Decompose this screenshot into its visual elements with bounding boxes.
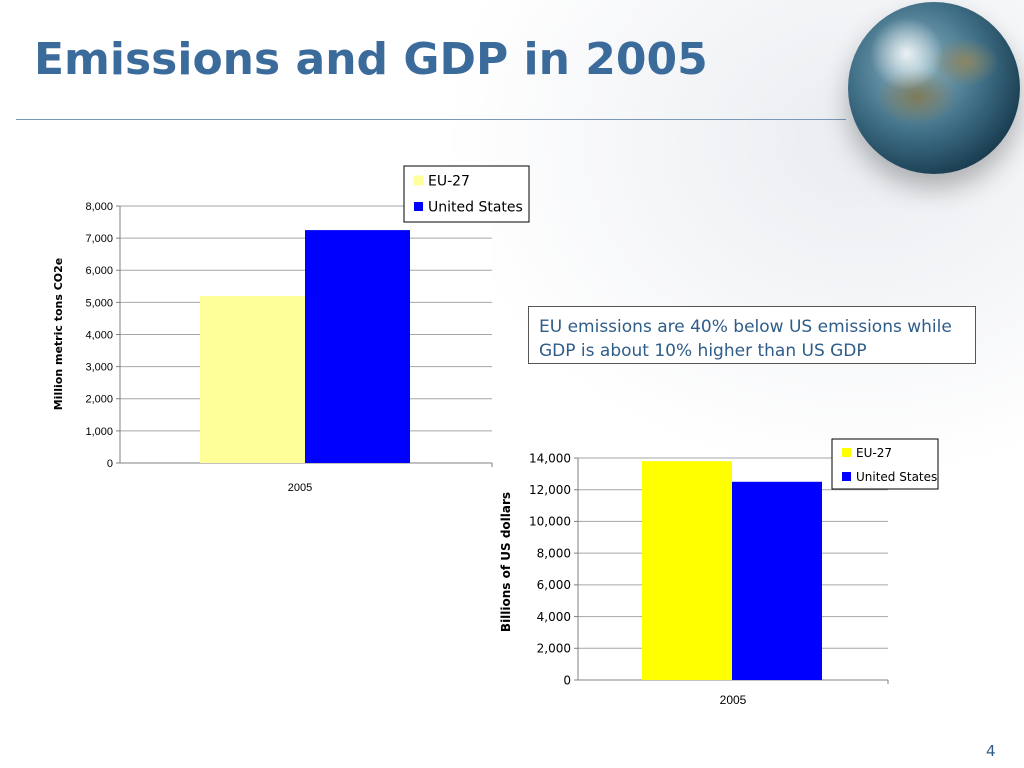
- gdp-y-axis-title: Billions of US dollars: [499, 492, 513, 632]
- gdp-y-tick-label: 4,000: [537, 610, 571, 624]
- gdp-legend-label: EU-27: [856, 446, 892, 460]
- gdp-x-category-label: 2005: [720, 693, 747, 707]
- gdp-y-tick-label: 14,000: [529, 451, 571, 465]
- gdp-y-tick-label: 10,000: [529, 515, 571, 529]
- emissions-y-tick-label: 7,000: [85, 233, 113, 245]
- emissions-x-category-label: 2005: [288, 482, 312, 494]
- emissions-legend-label: EU-27: [428, 174, 470, 190]
- comparison-note: EU emissions are 40% below US emissions …: [528, 306, 976, 364]
- emissions-y-tick-label: 3,000: [85, 362, 113, 374]
- gdp-y-tick-label: 0: [563, 673, 571, 687]
- gdp-y-tick-label: 6,000: [537, 578, 571, 592]
- emissions-y-tick-label: 1,000: [85, 426, 113, 438]
- globe-image: [848, 2, 1020, 174]
- title-divider: [16, 119, 846, 120]
- gdp-legend-label: United States: [856, 470, 937, 484]
- emissions-y-tick-label: 4,000: [85, 329, 113, 341]
- emissions-bar-eu-27: [200, 295, 305, 463]
- gdp-bar-united-states: [732, 481, 822, 680]
- gdp-bar-eu-27: [642, 461, 732, 680]
- emissions-legend-swatch: [413, 175, 424, 186]
- emissions-y-tick-label: 6,000: [85, 265, 113, 277]
- slide-title: Emissions and GDP in 2005: [34, 34, 708, 85]
- emissions-y-tick-label: 8,000: [85, 201, 113, 213]
- emissions-y-tick-label: 5,000: [85, 297, 113, 309]
- emissions-bar-united-states: [305, 230, 410, 463]
- gdp-y-tick-label: 12,000: [529, 483, 571, 497]
- emissions-y-tick-label: 0: [107, 458, 113, 470]
- gdp-legend-swatch: [842, 448, 851, 457]
- emissions-legend-label: United States: [428, 200, 523, 216]
- emissions-legend-swatch: [414, 202, 423, 211]
- emissions-y-tick-label: 2,000: [85, 394, 113, 406]
- page-number: 4: [986, 742, 996, 760]
- emissions-y-axis-title: Million metric tons CO2e: [52, 258, 65, 411]
- gdp-y-tick-label: 2,000: [537, 642, 571, 656]
- gdp-legend-swatch: [842, 472, 851, 481]
- gdp-y-tick-label: 8,000: [537, 546, 571, 560]
- emissions-legend: [403, 165, 530, 223]
